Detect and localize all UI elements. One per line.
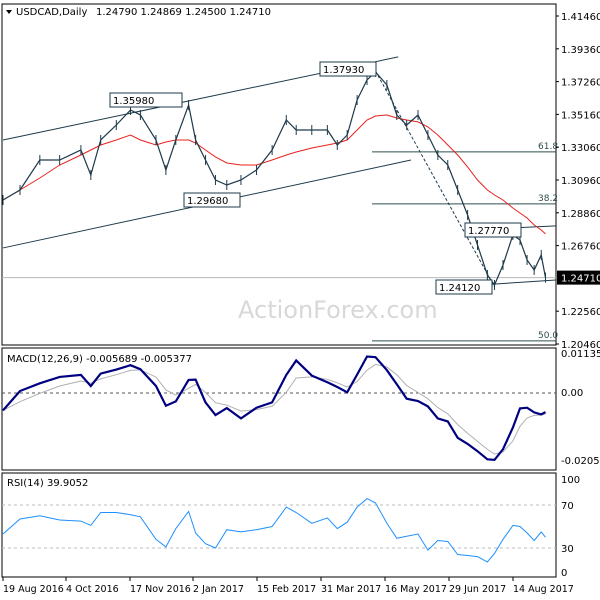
- price-annotation: 1.35980: [113, 96, 154, 107]
- rsi-line: [2, 498, 546, 563]
- rsi-tick-label: 100: [561, 475, 580, 486]
- collapse-triangle-icon[interactable]: [6, 10, 12, 14]
- support-line: [480, 279, 557, 286]
- x-tick-label: 2 Jan 2017: [193, 584, 244, 595]
- current-price-badge: [557, 270, 600, 285]
- price-annotation-box: [435, 279, 493, 295]
- y-tick-label: 1.33060: [561, 143, 600, 154]
- macd-title: MACD(12,26,9) -0.005689 -0.005377: [7, 354, 192, 365]
- macd-tick-label: 0.011355: [561, 349, 600, 360]
- symbol-title: USDCAD,Daily: [16, 7, 87, 18]
- current-price-label: 1.24710: [561, 274, 600, 285]
- y-tick-label: 1.39360: [561, 45, 600, 56]
- price-annotation-box: [319, 61, 377, 77]
- y-tick-label: 1.37260: [561, 78, 600, 89]
- fib-label: 61.8: [538, 142, 558, 152]
- macd-tick-label: -0.020531: [561, 456, 600, 467]
- rsi-tick-label: 30: [561, 544, 574, 555]
- price-annotation: 1.29680: [187, 196, 228, 207]
- macd-signal-line: [2, 363, 546, 455]
- watermark: ActionForex.com: [238, 296, 438, 324]
- x-tick-label: 15 Feb 2017: [257, 584, 316, 595]
- macd-line: [2, 355, 547, 462]
- x-tick-label: 4 Oct 2016: [66, 584, 119, 595]
- price-annotation: 1.24120: [439, 283, 480, 294]
- x-tick-label: 16 May 2017: [385, 584, 447, 595]
- x-tick-label: 14 Aug 2017: [513, 584, 574, 595]
- rsi-panel: [1, 472, 557, 578]
- fib-label: 50.0: [538, 331, 558, 341]
- fall-dashed-line: [375, 70, 495, 288]
- x-tick-label: 19 Aug 2016: [3, 584, 64, 595]
- y-tick-label: 1.20460: [561, 340, 600, 351]
- rsi-title: RSI(14) 39.9052: [7, 478, 88, 489]
- y-tick-label: 1.22560: [561, 307, 600, 318]
- price-line: [2, 71, 547, 287]
- macd-tick-label: 0.00: [561, 388, 583, 399]
- price-annotation-box: [464, 222, 522, 238]
- moving-average-line: [2, 114, 546, 235]
- price-annotation-box: [109, 92, 183, 108]
- y-tick-label: 1.41460: [561, 12, 600, 23]
- y-tick-label: 1.30960: [561, 176, 600, 187]
- price-annotation: 1.27770: [468, 226, 509, 237]
- x-tick-label: 29 Jun 2017: [449, 584, 506, 595]
- fib-label: 38.2: [538, 194, 558, 204]
- y-tick-label: 1.28860: [561, 209, 600, 220]
- ohlc-values: 1.24790 1.24869 1.24500 1.24710: [96, 7, 271, 18]
- rsi-tick-label: 0: [561, 568, 567, 579]
- price-panel: [1, 3, 557, 346]
- macd-panel: [1, 347, 557, 471]
- price-annotation-box: [183, 192, 241, 208]
- y-tick-label: 1.26760: [561, 242, 600, 253]
- price-annotation: 1.37930: [323, 65, 364, 76]
- x-tick-label: 17 Nov 2016: [130, 584, 191, 595]
- y-tick-label: 1.35160: [561, 110, 600, 121]
- rsi-tick-label: 70: [561, 501, 574, 512]
- x-tick-label: 31 Mar 2017: [321, 584, 381, 595]
